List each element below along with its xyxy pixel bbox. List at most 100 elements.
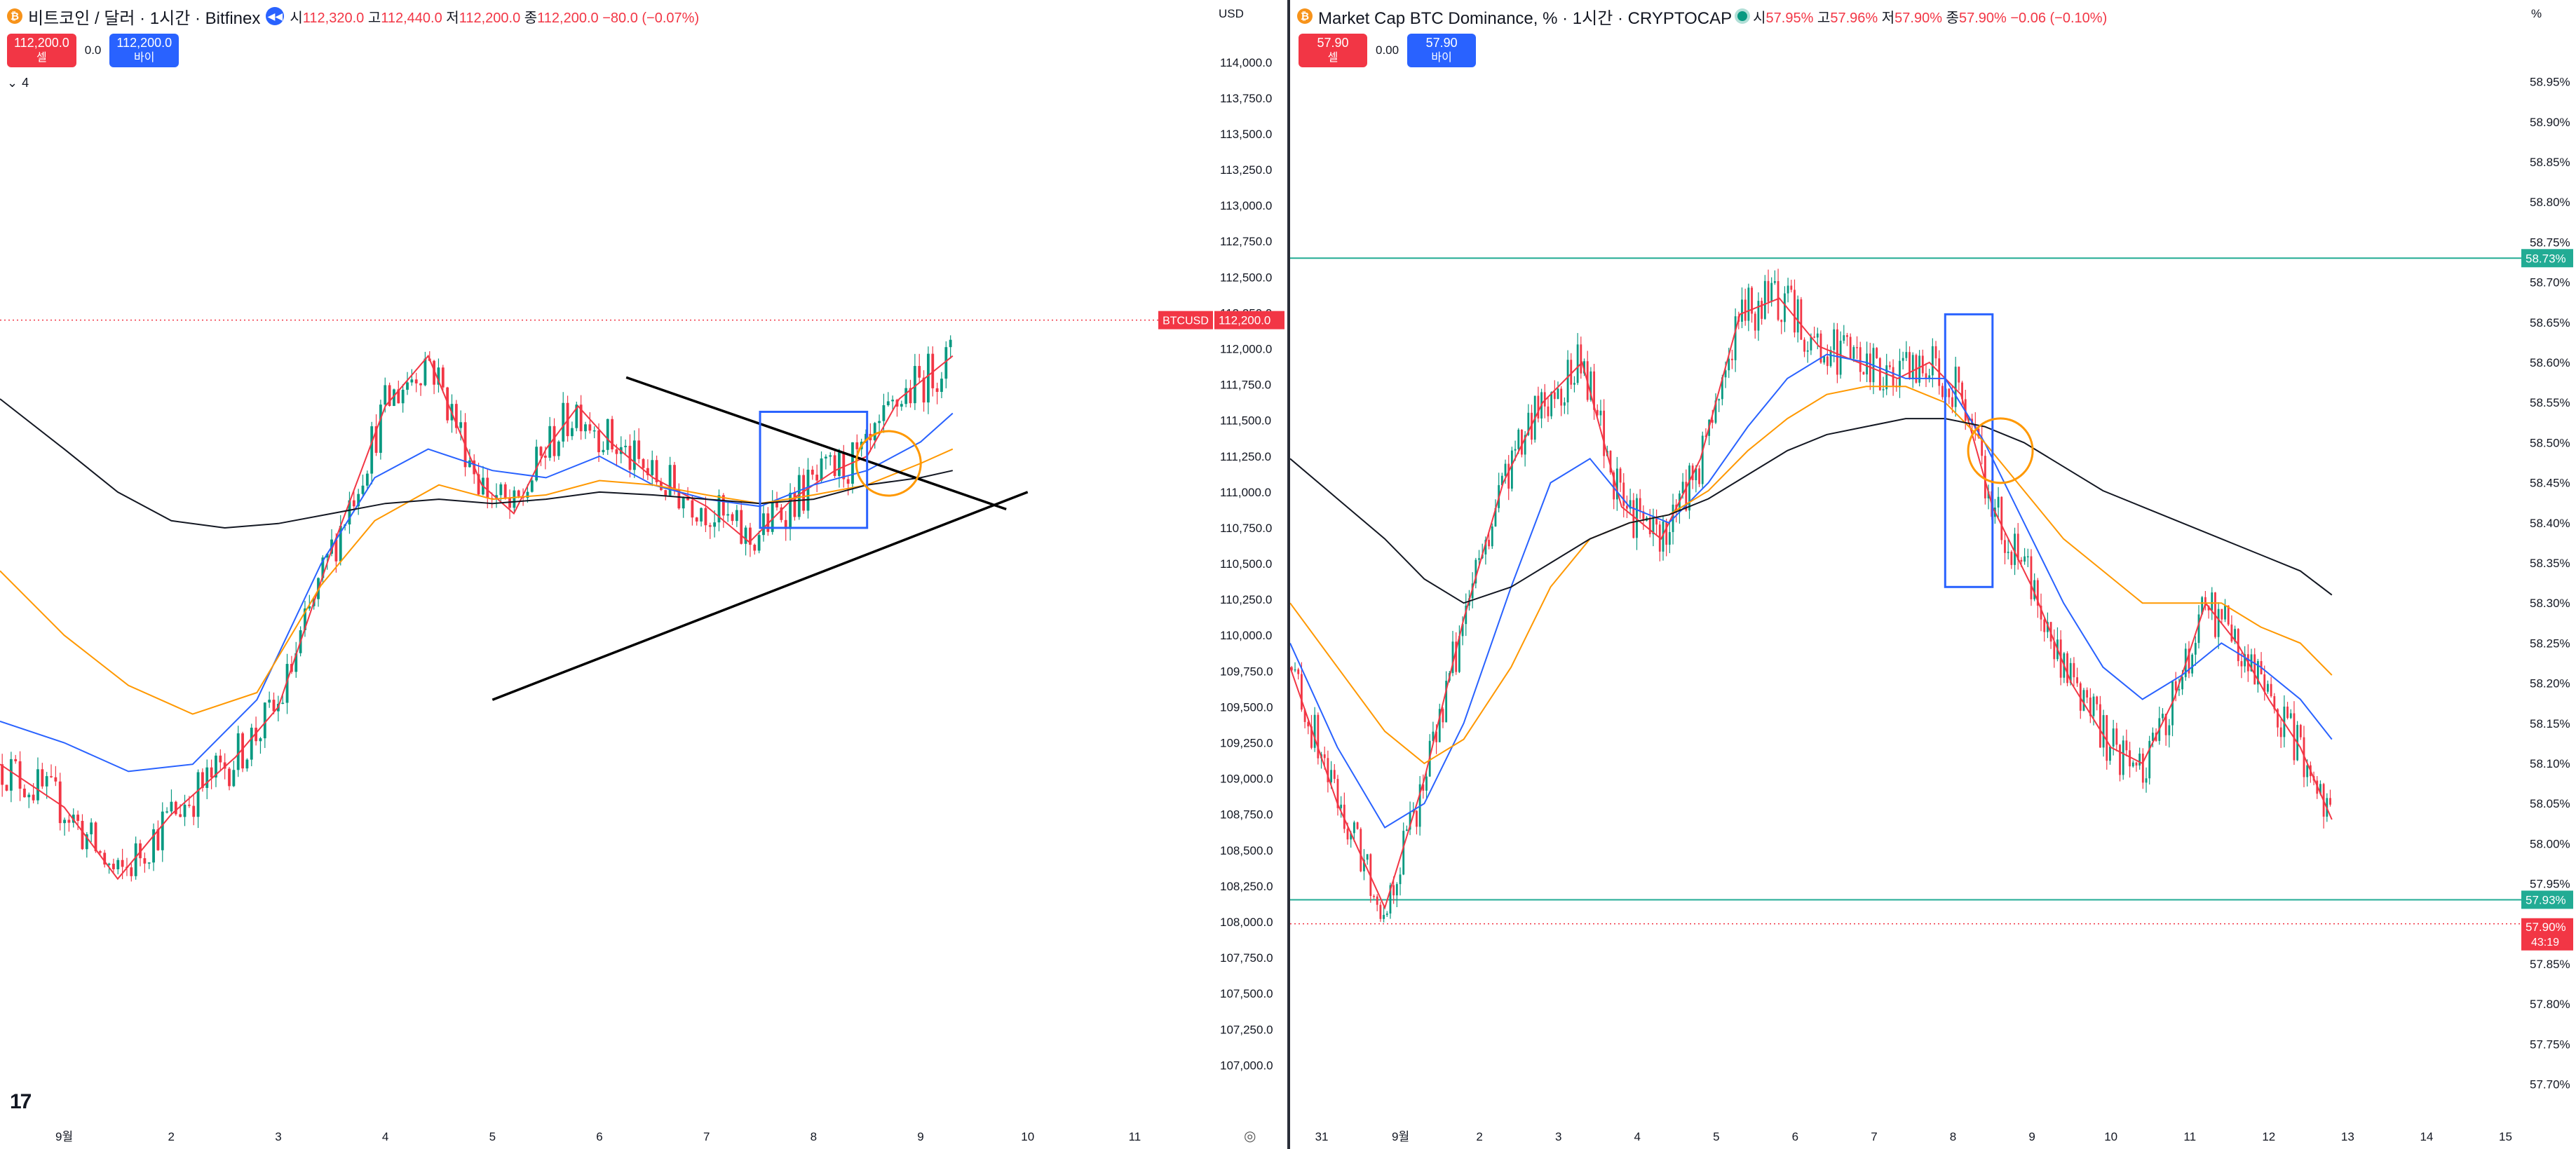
price-tag-countdown: 43:19 [2531, 937, 2559, 949]
candle-body [806, 470, 810, 511]
candle-body [909, 388, 912, 404]
y-tick-label: 113,750.0 [1220, 92, 1272, 105]
candle-body [441, 367, 445, 388]
candle-body [1484, 540, 1487, 555]
candle-body [1902, 358, 1904, 361]
candle-body [2000, 496, 2003, 540]
right-trade-buttons: 57.90 셀 0.00 57.90 바이 [1299, 34, 1477, 67]
candle-body [384, 385, 387, 405]
candle-body [2131, 762, 2134, 767]
candle-body [1796, 299, 1799, 333]
candle-body [793, 492, 796, 517]
candle-body [557, 441, 560, 456]
candle-body [2277, 709, 2279, 728]
candle-body [241, 733, 244, 769]
candle-body [63, 820, 66, 824]
right-sell-button[interactable]: 57.90 셀 [1299, 34, 1367, 67]
candle-body [1941, 386, 1944, 397]
candle-body [673, 465, 676, 491]
candle-body [1576, 344, 1579, 383]
chart-settings-icon[interactable]: ◎ [1244, 1129, 1256, 1144]
right-buy-button[interactable]: 57.90 바이 [1407, 34, 1477, 67]
y-tick-label: 58.55% [2530, 396, 2570, 409]
x-tick-label: 4 [382, 1130, 388, 1143]
candle-body [708, 525, 712, 527]
candle-body [2204, 597, 2206, 606]
right-symbol-title[interactable]: Market Cap BTC Dominance, % · 1시간 · CRYP… [1318, 8, 1733, 28]
candle-body [2306, 765, 2309, 777]
candle-body [2174, 681, 2177, 691]
x-tick-label: 9 [917, 1130, 923, 1143]
candle-body [517, 490, 520, 496]
candle-body [325, 553, 329, 558]
left-buy-button[interactable]: 112,200.0 바이 [109, 34, 179, 67]
x-tick-label: 10 [2104, 1130, 2117, 1143]
candle-body [2148, 740, 2151, 779]
candle-body [1981, 437, 1984, 456]
left-sell-button[interactable]: 112,200.0 셀 [7, 34, 76, 67]
right-currency-label[interactable]: % [2531, 7, 2542, 20]
candle-body [677, 490, 681, 509]
y-tick-label: 57.85% [2530, 958, 2570, 971]
candle-body [1327, 758, 1329, 782]
candle-body [1787, 285, 1789, 294]
right-ohlc: 시57.95% 고57.96% 저57.90% 종57.90% −0.06 (−… [1753, 10, 2108, 26]
candle-body [700, 508, 703, 522]
candle-body [1, 764, 4, 785]
y-tick-label: 58.20% [2530, 677, 2570, 691]
candle-body [1363, 859, 1365, 871]
btc-dominance-chart[interactable]: 58.95% 58.90% 58.85% 58.80% 58.75% 58.70% 58.6… [1290, 0, 2576, 1149]
candle-body [588, 424, 592, 431]
rewind-icon[interactable]: ◀◀ [266, 7, 285, 25]
candle-body [215, 755, 217, 778]
candle-body [686, 497, 689, 501]
y-tick-label: 113,250.0 [1220, 163, 1272, 177]
candle-body [1665, 521, 1668, 545]
candle-body [1728, 358, 1730, 371]
candle-body [437, 367, 440, 385]
x-tick-label: 4 [1634, 1130, 1641, 1143]
x-tick-label: 31 [1315, 1130, 1329, 1143]
pane-divider[interactable] [1287, 0, 1290, 1149]
btc-price-chart-pane[interactable]: 114,000.0 113,750.0 113,500.0 113,250.0 113,… [0, 0, 1287, 1149]
candle-body [1951, 397, 1953, 407]
candle-body [2086, 690, 2089, 698]
y-tick-label: 57.70% [2530, 1078, 2570, 1092]
y-tick-label: 110,000.0 [1220, 629, 1272, 642]
candle-body [1475, 559, 1477, 584]
candle-body [1934, 346, 1937, 359]
candle-body [1948, 388, 1951, 397]
candle-body [2197, 614, 2200, 644]
candle-body [1290, 667, 1293, 671]
candle-body [1310, 726, 1313, 748]
x-tick-label: 6 [596, 1130, 602, 1143]
candle-body [379, 404, 382, 453]
y-tick-label: 107,000.0 [1220, 1059, 1273, 1072]
left-symbol-title[interactable]: 비트코인 / 달러 · 1시간 · Bitfinex [28, 8, 261, 28]
candle-body [526, 491, 529, 498]
candle-body [1570, 360, 1573, 385]
candle-body [882, 404, 886, 421]
candle-body [1442, 709, 1444, 723]
btc-price-chart[interactable]: 114,000.0 113,750.0 113,500.0 113,250.0 113,… [0, 0, 1287, 1149]
y-tick-label: 111,250.0 [1220, 450, 1271, 463]
candle-body [1810, 336, 1812, 351]
left-currency-label[interactable]: USD [1219, 7, 1244, 20]
candle-body [1603, 410, 1606, 456]
candle-body [2289, 713, 2292, 719]
candle-body [2102, 715, 2105, 748]
candle-body [245, 759, 249, 769]
candle-body [922, 377, 926, 403]
btc-dominance-chart-pane[interactable]: 58.95% 58.90% 58.85% 58.80% 58.75% 58.70% 58.6… [1290, 0, 2576, 1149]
candle-body [228, 768, 231, 787]
candle-body [944, 347, 948, 379]
candle-body [2082, 690, 2085, 711]
left-header: ₿ 비트코인 / 달러 · 1시간 · Bitfinex ◀◀ 시112,320… [7, 4, 699, 28]
candle-body [1507, 463, 1510, 489]
candle-body [855, 442, 859, 449]
candle-body [210, 767, 213, 778]
candle-body [1619, 468, 1622, 483]
indicator-toggle[interactable]: ⌄ 4 [7, 76, 29, 90]
tradingview-logo-icon[interactable]: 17 [10, 1090, 32, 1113]
candle-body [58, 781, 62, 824]
